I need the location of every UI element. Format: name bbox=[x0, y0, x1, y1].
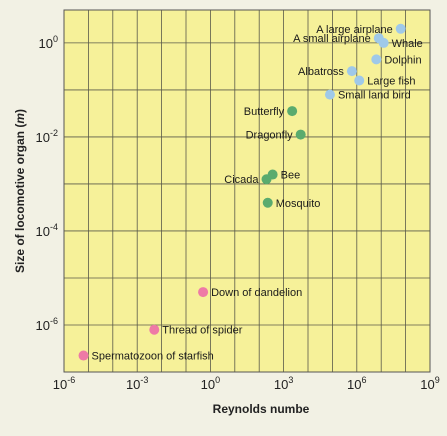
data-point bbox=[371, 54, 382, 65]
data-point-label: Bee bbox=[281, 170, 301, 182]
data-point bbox=[395, 23, 406, 34]
x-tick-label: 103 bbox=[274, 375, 293, 392]
data-point bbox=[287, 106, 298, 117]
data-point-label: Butterfly bbox=[244, 106, 285, 118]
x-tick-label: 109 bbox=[420, 375, 439, 392]
data-point bbox=[378, 37, 389, 48]
x-tick-label: 10-6 bbox=[53, 375, 75, 392]
x-tick-label: 106 bbox=[347, 375, 366, 392]
y-tick-label: 10-2 bbox=[36, 128, 58, 145]
data-point bbox=[78, 350, 89, 361]
data-point bbox=[198, 287, 209, 298]
axis-ticks: 10-6 10-3 100 103 106 109 100 10-2 10-4 10-6 bbox=[36, 34, 440, 392]
y-tick-label: 10-6 bbox=[36, 316, 58, 333]
data-point bbox=[354, 75, 365, 86]
data-point-label: Mosquito bbox=[276, 198, 321, 210]
y-tick-label: 100 bbox=[39, 34, 58, 51]
data-point-label: Dolphin bbox=[384, 54, 421, 66]
data-point bbox=[346, 66, 357, 77]
data-point bbox=[295, 129, 306, 140]
data-point bbox=[262, 197, 273, 208]
data-point-label: Whale bbox=[392, 38, 423, 50]
x-tick-label: 100 bbox=[201, 375, 220, 392]
y-axis-label: Size of locomotive organ (m) bbox=[13, 109, 27, 273]
y-axis-unit: m bbox=[13, 113, 27, 124]
x-tick-label: 10-3 bbox=[126, 375, 148, 392]
data-point-label: Albatross bbox=[298, 66, 344, 78]
data-point-label: Cicada bbox=[224, 174, 259, 186]
data-point-label: A small airplane bbox=[293, 33, 371, 45]
plot-area bbox=[63, 9, 431, 373]
data-point-label: Down of dandelion bbox=[211, 287, 302, 299]
x-axis-label: Reynolds numbe bbox=[213, 402, 310, 416]
y-tick-label: 10-4 bbox=[36, 222, 58, 239]
data-point-label: Large fish bbox=[367, 76, 415, 88]
data-point bbox=[261, 174, 272, 185]
data-point bbox=[149, 324, 160, 335]
data-point-label: Spermatozoon of starfish bbox=[92, 351, 214, 363]
data-point-label: Small land bird bbox=[338, 90, 411, 102]
data-point bbox=[324, 89, 335, 100]
data-point-label: A large airplane bbox=[316, 24, 392, 36]
data-point-label: Thread of spider bbox=[162, 325, 242, 337]
data-point-label: Dragonfly bbox=[246, 130, 294, 142]
